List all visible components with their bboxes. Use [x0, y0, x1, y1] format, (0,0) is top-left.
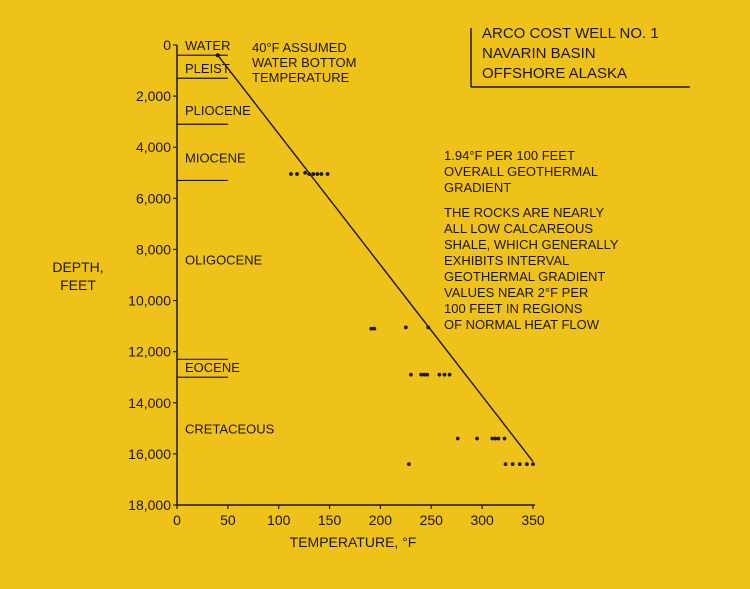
gradient-note-line: OVERALL GEOTHERMAL: [444, 164, 598, 179]
data-point: [407, 462, 411, 467]
data-point: [369, 326, 374, 331]
x-tick-label: 300: [470, 512, 494, 528]
data-point: [531, 462, 535, 467]
gradient-trend-line: [217, 54, 534, 462]
gradient-note-line: GRADIENT: [444, 180, 511, 195]
y-tick-label: 8,000: [136, 241, 171, 257]
data-point: [503, 462, 508, 467]
data-point: [311, 172, 316, 176]
y-tick-label: 14,000: [128, 395, 171, 411]
y-tick-label: 12,000: [128, 344, 171, 360]
data-point: [319, 172, 324, 176]
gradient-note: 1.94°F PER 100 FEET OVERALL GEOTHERMAL G…: [444, 148, 598, 195]
formation-label: PLEIST.: [185, 61, 232, 76]
data-point: [409, 372, 413, 377]
x-tick-label: 50: [220, 512, 236, 528]
data-point: [289, 172, 293, 176]
formation-label: EOCENE: [185, 360, 240, 375]
rocks-note: THE ROCKS ARE NEARLY ALL LOW CALCAREOUS …: [444, 205, 619, 332]
title-line-2: NAVARIN BASIN: [482, 45, 596, 62]
data-point: [425, 372, 430, 377]
y-tick-label: 2,000: [136, 88, 171, 104]
gradient-note-line: 1.94°F PER 100 FEET: [444, 148, 575, 163]
y-tick-label: 18,000: [128, 497, 171, 513]
rocks-note-line: OF NORMAL HEAT FLOW: [444, 317, 600, 332]
gradient-line: [215, 53, 534, 462]
y-axis-label-line: DEPTH,: [52, 259, 103, 275]
data-point: [502, 436, 507, 441]
x-tick-label: 150: [318, 512, 342, 528]
data-point: [437, 372, 442, 377]
data-point: [517, 462, 522, 467]
y-tick-label: 10,000: [128, 293, 171, 309]
x-tick-label: 200: [369, 512, 393, 528]
formation-labels: WATER PLEIST. PLIOCENE MIOCENE OLIGOCENE EOCE…: [185, 38, 275, 436]
water-bottom-note-line: WATER BOTTOM: [252, 55, 356, 70]
x-axis-label: TEMPERATURE, °F: [290, 534, 417, 550]
data-point: [496, 436, 501, 441]
data-point: [372, 326, 377, 331]
data-point: [524, 462, 529, 467]
data-point: [403, 325, 408, 330]
x-tick-label: 250: [420, 512, 444, 528]
title-line-3: OFFSHORE ALASKA: [482, 65, 627, 82]
formation-label: CRETACEOUS: [185, 421, 275, 436]
water-bottom-note-line: TEMPERATURE: [252, 70, 350, 85]
x-tick-label: 100: [267, 512, 291, 528]
y-tick-label: 16,000: [128, 446, 171, 462]
water-bottom-point: [215, 53, 220, 58]
rocks-note-line: GEOTHERMAL GRADIENT: [444, 269, 605, 284]
axis-ticks: 0 2,000 4,000 6,000 8,000 10,000 12,000 14,000 1…: [128, 37, 545, 528]
data-point: [510, 462, 515, 467]
formation-label: OLIGOCENE: [185, 253, 263, 268]
data-point: [307, 172, 312, 176]
rocks-note-line: VALUES NEAR 2°F PER: [444, 285, 588, 300]
rocks-note-line: EXHIBITS INTERVAL: [444, 253, 569, 268]
data-point: [422, 372, 427, 377]
data-point: [475, 436, 479, 441]
rocks-note-line: ALL LOW CALCAREOUS: [444, 221, 593, 236]
data-point: [295, 172, 299, 176]
y-tick-label: 6,000: [136, 190, 171, 206]
data-point: [442, 372, 447, 377]
formation-label: WATER: [185, 38, 231, 53]
data-point: [426, 325, 431, 330]
rocks-note-line: 100 FEET IN REGIONS: [444, 301, 583, 316]
data-point: [493, 436, 498, 441]
data-point: [490, 436, 495, 441]
x-tick-label: 350: [521, 512, 545, 528]
rocks-note-line: THE ROCKS ARE NEARLY: [444, 205, 604, 220]
formation-label: PLIOCENE: [185, 103, 251, 118]
water-bottom-note: 40°F ASSUMED WATER BOTTOM TEMPERATURE: [252, 40, 356, 85]
data-point: [455, 436, 460, 441]
title-line-1: ARCO COST WELL NO. 1: [482, 25, 659, 42]
y-tick-label: 4,000: [136, 139, 171, 155]
data-point: [419, 372, 424, 377]
title-block: ARCO COST WELL NO. 1 NAVARIN BASIN OFFSH…: [470, 25, 690, 88]
formation-boundaries: [177, 54, 228, 378]
data-point: [315, 172, 320, 176]
data-points: [289, 170, 535, 467]
x-tick-label: 0: [173, 512, 181, 528]
data-point: [325, 172, 330, 176]
y-axis-label-line: FEET: [60, 277, 96, 293]
rocks-note-line: SHALE, WHICH GENERALLY: [444, 237, 619, 252]
y-tick-label: 0: [163, 37, 171, 53]
data-point: [303, 170, 308, 175]
water-bottom-note-line: 40°F ASSUMED: [252, 40, 347, 55]
formation-label: MIOCENE: [185, 150, 246, 165]
data-point: [447, 372, 452, 377]
